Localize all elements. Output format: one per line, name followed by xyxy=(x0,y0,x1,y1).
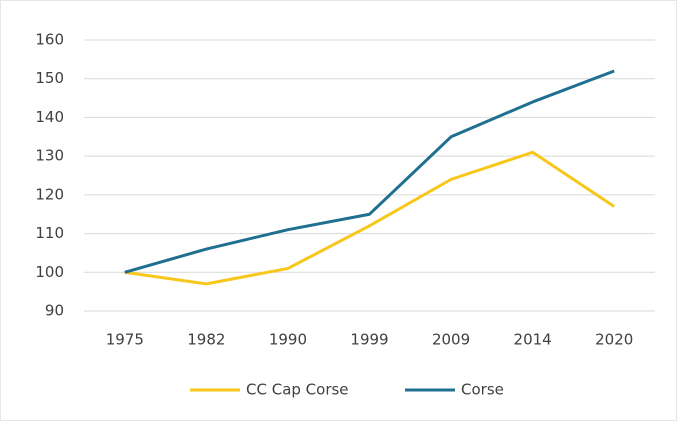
x-tick-label: 1990 xyxy=(269,331,307,349)
y-tick-label: 140 xyxy=(35,108,64,126)
series-line xyxy=(124,150,616,286)
x-tick-label: 2014 xyxy=(514,331,552,349)
y-tick-label: 130 xyxy=(35,147,64,165)
y-tick-label: 90 xyxy=(45,302,64,320)
x-tick-label: 2020 xyxy=(595,331,633,349)
legend-label: Corse xyxy=(461,381,504,399)
y-tick-label: 110 xyxy=(35,224,64,242)
y-tick-label: 120 xyxy=(35,185,64,203)
x-tick-label: 1999 xyxy=(350,331,388,349)
y-tick-label: 150 xyxy=(35,69,64,87)
y-tick-label: 100 xyxy=(35,263,64,281)
y-tick-label: 160 xyxy=(35,31,64,49)
x-tick-label: 2009 xyxy=(432,331,470,349)
legend-label: CC Cap Corse xyxy=(246,381,349,399)
x-tick-label: 1982 xyxy=(187,331,225,349)
x-tick-label: 1975 xyxy=(106,331,144,349)
series-line xyxy=(124,69,615,274)
